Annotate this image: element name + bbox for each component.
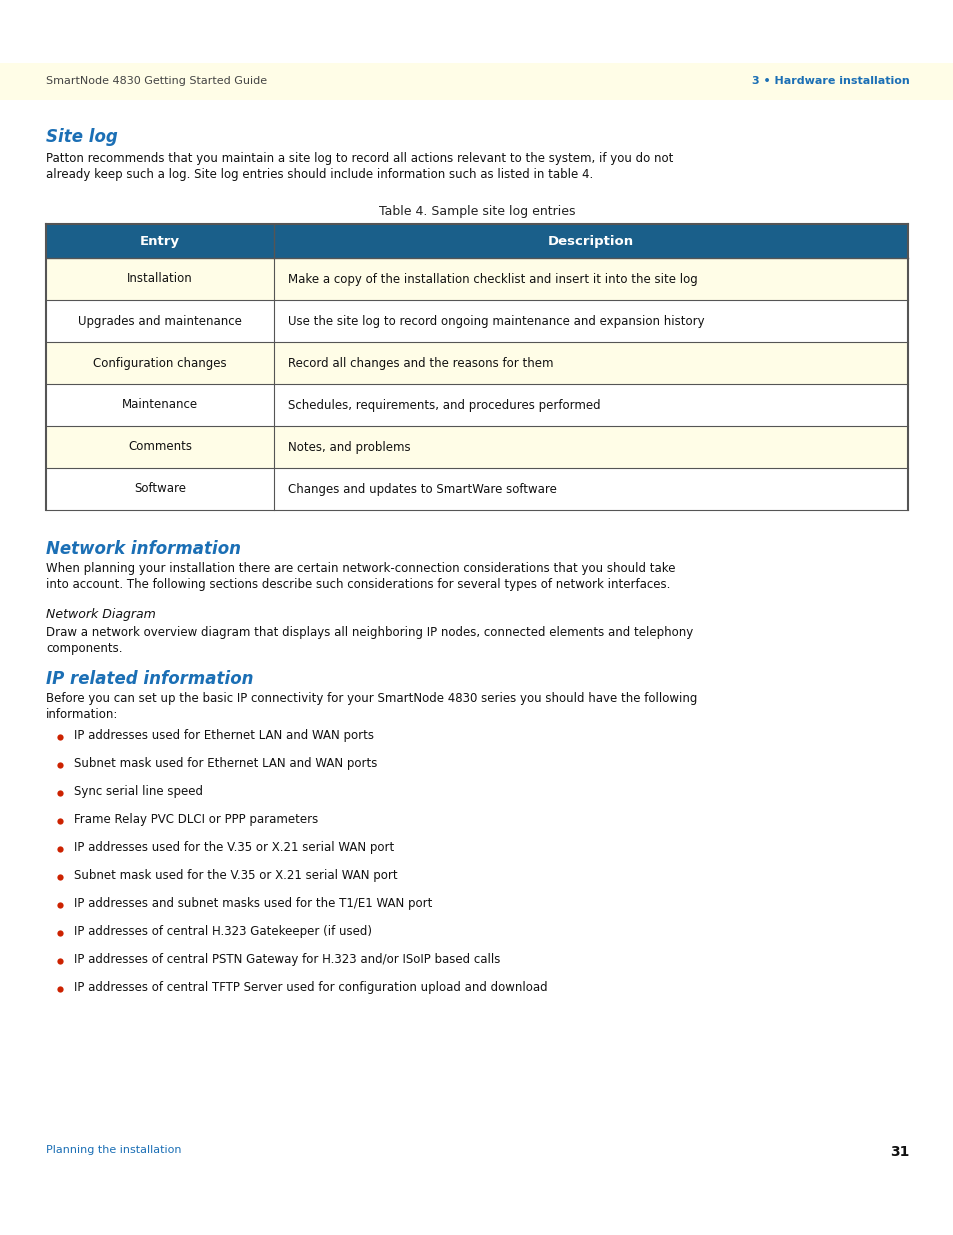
- Text: Planning the installation: Planning the installation: [46, 1145, 181, 1155]
- Text: information:: information:: [46, 708, 118, 721]
- Text: SmartNode 4830 Getting Started Guide: SmartNode 4830 Getting Started Guide: [46, 77, 267, 86]
- Text: components.: components.: [46, 642, 122, 655]
- Text: IP addresses used for the V.35 or X.21 serial WAN port: IP addresses used for the V.35 or X.21 s…: [74, 841, 394, 855]
- Bar: [46, 426, 907, 468]
- Text: Site log: Site log: [46, 128, 117, 146]
- Text: Entry: Entry: [140, 235, 180, 247]
- Text: Subnet mask used for Ethernet LAN and WAN ports: Subnet mask used for Ethernet LAN and WA…: [74, 757, 377, 771]
- Text: Schedules, requirements, and procedures performed: Schedules, requirements, and procedures …: [288, 399, 600, 411]
- Text: IP addresses of central PSTN Gateway for H.323 and/or ISoIP based calls: IP addresses of central PSTN Gateway for…: [74, 953, 500, 967]
- Text: Frame Relay PVC DLCI or PPP parameters: Frame Relay PVC DLCI or PPP parameters: [74, 814, 318, 826]
- Text: Network information: Network information: [46, 540, 241, 558]
- Text: Maintenance: Maintenance: [122, 399, 198, 411]
- Text: Table 4. Sample site log entries: Table 4. Sample site log entries: [378, 205, 575, 219]
- Text: Notes, and problems: Notes, and problems: [288, 441, 410, 453]
- Text: Comments: Comments: [128, 441, 192, 453]
- Bar: [46, 258, 907, 300]
- Text: Patton recommends that you maintain a site log to record all actions relevant to: Patton recommends that you maintain a si…: [46, 152, 673, 165]
- Text: Configuration changes: Configuration changes: [93, 357, 227, 369]
- Text: 3 • Hardware installation: 3 • Hardware installation: [752, 77, 909, 86]
- Text: 31: 31: [890, 1145, 909, 1158]
- Bar: [46, 342, 907, 384]
- Bar: [46, 384, 907, 426]
- Text: Network Diagram: Network Diagram: [46, 608, 155, 621]
- Text: Description: Description: [547, 235, 634, 247]
- Text: Upgrades and maintenance: Upgrades and maintenance: [78, 315, 242, 327]
- Text: Draw a network overview diagram that displays all neighboring IP nodes, connecte: Draw a network overview diagram that dis…: [46, 626, 693, 638]
- Text: IP addresses used for Ethernet LAN and WAN ports: IP addresses used for Ethernet LAN and W…: [74, 730, 374, 742]
- Text: into account. The following sections describe such considerations for several ty: into account. The following sections des…: [46, 578, 670, 592]
- Text: Make a copy of the installation checklist and insert it into the site log: Make a copy of the installation checklis…: [288, 273, 697, 285]
- Text: Installation: Installation: [127, 273, 193, 285]
- Text: Changes and updates to SmartWare software: Changes and updates to SmartWare softwar…: [288, 483, 557, 495]
- Text: Before you can set up the basic IP connectivity for your SmartNode 4830 series y: Before you can set up the basic IP conne…: [46, 692, 697, 705]
- Text: When planning your installation there are certain network-connection considerati: When planning your installation there ar…: [46, 562, 675, 576]
- Text: IP addresses of central H.323 Gatekeeper (if used): IP addresses of central H.323 Gatekeeper…: [74, 925, 372, 939]
- Text: IP addresses and subnet masks used for the T1/E1 WAN port: IP addresses and subnet masks used for t…: [74, 898, 432, 910]
- Text: already keep such a log. Site log entries should include information such as lis: already keep such a log. Site log entrie…: [46, 168, 593, 182]
- Text: Subnet mask used for the V.35 or X.21 serial WAN port: Subnet mask used for the V.35 or X.21 se…: [74, 869, 397, 883]
- Text: IP addresses of central TFTP Server used for configuration upload and download: IP addresses of central TFTP Server used…: [74, 982, 547, 994]
- Text: Use the site log to record ongoing maintenance and expansion history: Use the site log to record ongoing maint…: [288, 315, 704, 327]
- Bar: [46, 300, 907, 342]
- Bar: [46, 224, 907, 258]
- Text: Software: Software: [133, 483, 186, 495]
- Bar: [0, 63, 953, 100]
- Text: Record all changes and the reasons for them: Record all changes and the reasons for t…: [288, 357, 553, 369]
- Bar: [46, 468, 907, 510]
- Text: Sync serial line speed: Sync serial line speed: [74, 785, 203, 799]
- Text: IP related information: IP related information: [46, 671, 253, 688]
